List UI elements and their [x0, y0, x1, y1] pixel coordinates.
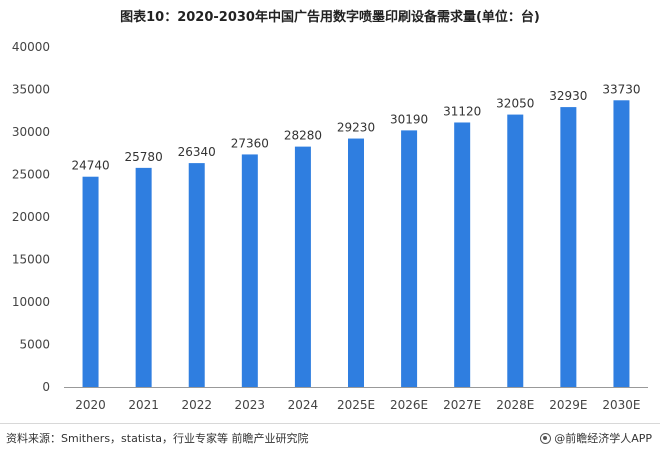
x-tick-label: 2025E	[337, 398, 375, 412]
bar-value-label: 33730	[602, 82, 640, 96]
bar-value-label: 24740	[71, 159, 109, 173]
y-tick-label: 25000	[12, 168, 50, 182]
x-tick-label: 2021	[128, 398, 159, 412]
bar	[294, 146, 311, 387]
x-tick-label: 2023	[235, 398, 266, 412]
x-tick-label: 2020	[75, 398, 106, 412]
bar	[507, 114, 524, 387]
bar	[401, 130, 418, 387]
y-tick-label: 35000	[12, 83, 50, 97]
bar	[135, 167, 152, 387]
bar	[82, 176, 99, 387]
bar-series	[82, 100, 630, 388]
brand-logo-icon	[540, 432, 552, 444]
footer-divider	[0, 423, 660, 424]
x-axis: 2020 2021 2022 2023 2024 2025E 2026E 2027E 2028E…	[75, 398, 640, 412]
bar	[188, 163, 205, 387]
bar-value-label: 25780	[125, 150, 163, 164]
y-tick-label: 15000	[12, 253, 50, 267]
bar	[348, 138, 364, 387]
source-note: 资料来源：Smithers，statista，行业专家等 前瞻产业研究院	[6, 432, 309, 445]
x-tick-label: 2024	[288, 398, 319, 412]
bar-value-label: 29230	[337, 121, 375, 135]
brand-credit: @前瞻经济学人APP	[540, 430, 652, 446]
bar	[241, 154, 258, 387]
y-tick-label: 30000	[12, 125, 50, 139]
bar	[454, 122, 471, 387]
data-labels: 24740 25780 26340 27360 28280 29230 30190 31120…	[71, 82, 640, 172]
bar-value-label: 32930	[549, 89, 587, 103]
y-axis: 0 5000 10000 15000 20000 25000 30000 35000 40000	[12, 40, 50, 394]
bar-value-label: 27360	[231, 136, 269, 150]
y-tick-label: 20000	[12, 210, 50, 224]
bar-value-label: 28280	[284, 129, 322, 143]
y-tick-label: 5000	[19, 338, 50, 352]
bar	[613, 100, 630, 388]
x-tick-label: 2022	[181, 398, 212, 412]
y-tick-label: 10000	[12, 295, 50, 309]
bar-value-label: 26340	[178, 145, 216, 159]
chart-title: 图表10：2020-2030年中国广告用数字喷墨印刷设备需求量(单位：台)	[120, 10, 540, 25]
x-tick-label: 2027E	[443, 398, 481, 412]
bar-value-label: 31120	[443, 104, 481, 118]
bar	[560, 107, 577, 387]
x-tick-label: 2026E	[390, 398, 428, 412]
y-tick-label: 40000	[12, 40, 50, 54]
bar-value-label: 32050	[496, 97, 534, 111]
x-tick-label: 2029E	[549, 398, 587, 412]
y-tick-label: 0	[42, 380, 50, 394]
bar-value-label: 30190	[390, 112, 428, 126]
x-tick-label: 2028E	[496, 398, 534, 412]
x-tick-label: 2030E	[602, 398, 640, 412]
brand-text: @前瞻经济学人APP	[554, 432, 652, 445]
